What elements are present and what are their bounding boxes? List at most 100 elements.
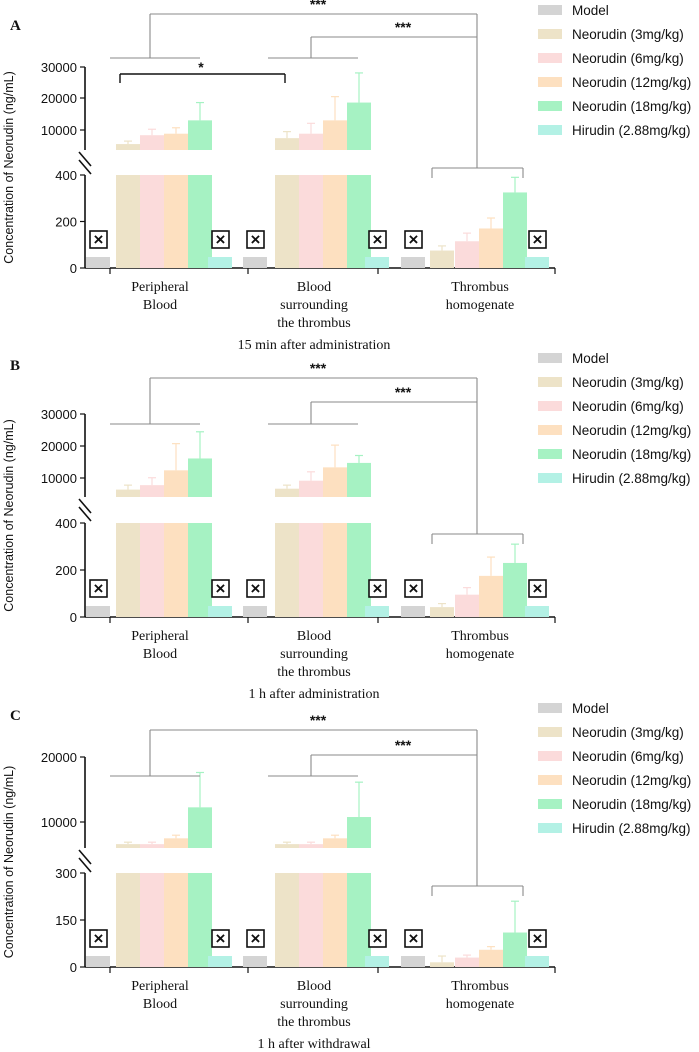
legend-label: Neorudin (12mg/kg): [572, 773, 691, 788]
y-tick-label: 10000: [41, 123, 77, 138]
category-label: Blood: [143, 997, 177, 1012]
legend-swatch: [538, 799, 562, 809]
legend-label: Model: [572, 701, 609, 716]
category-label: homogenate: [446, 997, 514, 1012]
not-detected-mark: ×: [533, 929, 543, 948]
bar: [275, 523, 299, 617]
axis-break-mark: [78, 151, 92, 167]
category-label: Blood: [143, 647, 177, 662]
bar: [116, 175, 140, 268]
significance-label: ***: [310, 360, 327, 376]
not-detected-box: [528, 929, 547, 948]
not-detected-mark: ×: [533, 230, 543, 249]
bar-not-detected: [86, 257, 110, 268]
legend-swatch: [538, 5, 562, 15]
legend-swatch: [538, 101, 562, 111]
legend-swatch: [538, 775, 562, 785]
not-detected-mark: ×: [94, 929, 104, 948]
category-label: Blood: [297, 280, 331, 295]
category-label: surrounding: [280, 298, 348, 313]
bar: [164, 838, 188, 848]
not-detected-mark: ×: [409, 579, 419, 598]
legend-swatch: [538, 125, 562, 135]
bar: [479, 949, 503, 967]
not-detected-box: [528, 230, 547, 249]
y-tick-label: 20000: [41, 91, 77, 106]
bar: [164, 470, 188, 497]
bar: [188, 523, 212, 617]
bar: [188, 175, 212, 268]
legend-label: Neorudin (18mg/kg): [572, 447, 691, 462]
bar: [455, 957, 479, 967]
category-label: Peripheral: [131, 280, 189, 295]
y-tick-label: 200: [55, 215, 77, 230]
bar: [275, 873, 299, 967]
not-detected-mark: ×: [216, 579, 226, 598]
axis-break-mark: [78, 498, 92, 514]
bar: [347, 523, 371, 617]
y-tick-label: 400: [55, 168, 77, 183]
legend-label: Hirudin (2.88mg/kg): [572, 471, 691, 486]
category-label: surrounding: [280, 647, 348, 662]
bar: [299, 480, 323, 497]
bar: [503, 192, 527, 268]
axis-break-mark: [78, 159, 92, 175]
bar: [164, 873, 188, 967]
not-detected-box: [404, 230, 423, 249]
panel-a: A Concentration of Neorudin (ng/mL) 10000 2…: [2, 0, 691, 353]
not-detected-mark: ×: [216, 230, 226, 249]
panel-b: B Concentration of Neorudin (ng/mL) 10000 2…: [2, 351, 691, 702]
bar: [116, 489, 140, 497]
bar-not-detected: [401, 257, 425, 268]
significance-label: ***: [395, 384, 412, 400]
y-tick-label: 30000: [41, 407, 77, 422]
bar: [347, 817, 371, 848]
bar: [275, 488, 299, 497]
legend-swatch: [538, 727, 562, 737]
y-tick-label: 0: [70, 261, 77, 276]
bar: [455, 594, 479, 617]
legend-swatch: [538, 377, 562, 387]
legend-swatch: [538, 823, 562, 833]
bar: [140, 485, 164, 497]
panel-letter: A: [10, 18, 21, 34]
legend-swatch: [538, 449, 562, 459]
legend-swatch: [538, 29, 562, 39]
bar-not-detected: [365, 956, 389, 967]
legend-label: Model: [572, 351, 609, 366]
panel-c: C Concentration of Neorudin (ng/mL) 10000 2…: [2, 701, 691, 1052]
bar: [347, 102, 371, 150]
panel-title: 1 h after administration: [248, 687, 379, 702]
category-label: Blood: [297, 629, 331, 644]
bar-not-detected: [208, 257, 232, 268]
not-detected-mark: ×: [409, 230, 419, 249]
significance-label: ***: [395, 19, 412, 35]
legend-swatch: [538, 425, 562, 435]
y-tick-label: 30000: [41, 60, 77, 75]
not-detected-box: [211, 579, 230, 598]
category-label: Thrombus: [451, 979, 509, 994]
bar-not-detected: [243, 606, 267, 617]
category-label: Blood: [143, 298, 177, 313]
legend-swatch: [538, 77, 562, 87]
y-tick-label: 400: [55, 516, 77, 531]
y-tick-label: 300: [55, 866, 77, 881]
y-axis-label: Concentration of Neorudin (ng/mL): [2, 71, 16, 263]
category-label: homogenate: [446, 298, 514, 313]
axis-break-mark: [78, 849, 92, 865]
not-detected-box: [89, 579, 108, 598]
category-label: Peripheral: [131, 979, 189, 994]
not-detected-box: [211, 230, 230, 249]
legend-label: Neorudin (3mg/kg): [572, 375, 684, 390]
bar: [116, 144, 140, 150]
significance-label: ***: [395, 737, 412, 753]
bar: [116, 523, 140, 617]
bar: [275, 138, 299, 150]
bar: [479, 228, 503, 268]
not-detected-mark: ×: [373, 579, 383, 598]
category-label: Thrombus: [451, 280, 509, 295]
bar: [299, 844, 323, 848]
not-detected-box: [368, 579, 387, 598]
legend-label: Neorudin (6mg/kg): [572, 749, 684, 764]
